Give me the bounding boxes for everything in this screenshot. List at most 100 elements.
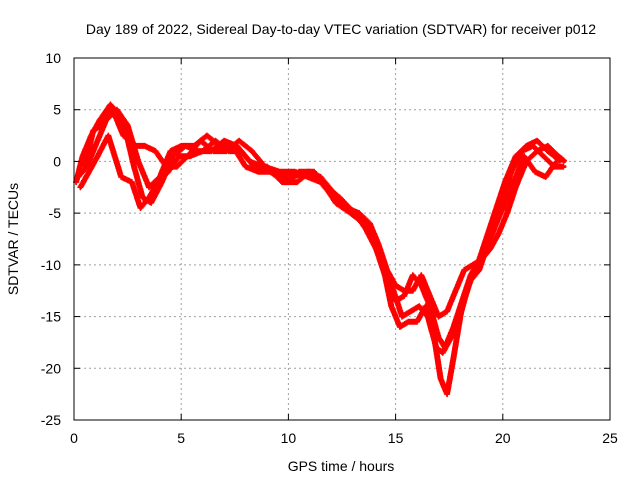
data-point — [385, 268, 389, 272]
data-point — [402, 294, 406, 298]
data-point — [153, 149, 157, 153]
data-point — [391, 289, 395, 293]
data-point — [520, 149, 524, 153]
data-point — [471, 263, 475, 267]
data-point — [509, 170, 513, 174]
data-point — [74, 180, 78, 184]
data-point — [436, 315, 440, 319]
data-point — [454, 289, 458, 293]
data-point — [156, 180, 160, 184]
data-point — [477, 268, 481, 272]
data-point — [497, 232, 501, 236]
data-point — [263, 165, 267, 169]
data-point — [514, 175, 518, 179]
data-point — [524, 159, 528, 163]
data-point — [563, 159, 567, 163]
data-point — [147, 185, 151, 189]
data-point — [96, 154, 100, 158]
y-tick-label: -15 — [41, 309, 61, 325]
data-point — [432, 335, 436, 339]
x-tick-label: 20 — [495, 430, 511, 446]
data-point — [186, 154, 190, 158]
series-4 — [81, 106, 567, 320]
data-point — [331, 196, 335, 200]
data-point — [449, 335, 453, 339]
data-point — [87, 170, 91, 174]
data-point — [171, 154, 175, 158]
data-point — [306, 175, 310, 179]
data-point — [168, 149, 172, 153]
data-point — [252, 165, 256, 169]
data-point — [164, 165, 168, 169]
data-point — [563, 165, 567, 169]
data-point — [394, 284, 398, 288]
chart-title: Day 189 of 2022, Sidereal Day-to-day VTE… — [86, 21, 596, 37]
data-point — [198, 139, 202, 143]
data-point — [402, 289, 406, 293]
data-point — [237, 139, 241, 143]
data-point — [295, 180, 299, 184]
data-point — [293, 170, 297, 174]
data-point — [147, 196, 151, 200]
y-axis-label: SDTVAR / TECUs — [5, 183, 21, 295]
data-point — [514, 185, 518, 189]
series-layer — [73, 101, 567, 398]
data-point — [338, 196, 342, 200]
data-point — [175, 165, 179, 169]
data-point — [361, 221, 365, 225]
data-point — [201, 149, 205, 153]
data-point — [126, 123, 130, 127]
data-point — [278, 170, 282, 174]
plot-frame — [73, 57, 611, 421]
data-point — [436, 335, 440, 339]
data-point — [280, 180, 284, 184]
data-point — [138, 206, 142, 210]
data-point — [141, 196, 145, 200]
data-point — [488, 247, 492, 251]
data-point — [357, 211, 361, 215]
data-point — [419, 273, 423, 277]
data-point — [222, 139, 226, 143]
y-tick-label: -25 — [41, 412, 61, 428]
data-point — [344, 206, 348, 210]
data-point — [494, 221, 498, 225]
data-point — [239, 149, 243, 153]
data-point — [205, 134, 209, 138]
data-point — [398, 325, 402, 329]
data-point — [211, 149, 215, 153]
data-point — [177, 154, 181, 158]
data-point — [308, 170, 312, 174]
data-point — [406, 320, 410, 324]
data-point — [439, 377, 443, 381]
ticks: 0 5 10 15 20 25 -25 -20 -15 -10 -5 0 5 10 — [41, 50, 618, 446]
data-point — [319, 180, 323, 184]
data-point — [441, 351, 445, 355]
y-tick-label: -10 — [41, 257, 61, 273]
data-point — [533, 170, 537, 174]
data-point — [503, 201, 507, 205]
data-point — [546, 144, 550, 148]
data-point — [546, 149, 550, 153]
x-tick-label: 25 — [602, 430, 618, 446]
data-point — [428, 294, 432, 298]
y-tick-label: 0 — [53, 153, 61, 169]
data-point — [415, 320, 419, 324]
data-point — [149, 201, 153, 205]
data-point — [501, 196, 505, 200]
data-point — [462, 268, 466, 272]
data-point — [98, 118, 102, 122]
data-point — [368, 221, 372, 225]
data-point — [445, 309, 449, 313]
data-point — [83, 165, 87, 169]
data-point — [557, 154, 561, 158]
data-point — [214, 139, 218, 143]
y-tick-label: -20 — [41, 360, 61, 376]
data-point — [460, 304, 464, 308]
data-point — [554, 159, 558, 163]
data-point — [531, 144, 535, 148]
data-point — [78, 185, 82, 189]
data-point — [108, 103, 112, 107]
data-point — [91, 128, 95, 132]
data-point — [134, 144, 138, 148]
